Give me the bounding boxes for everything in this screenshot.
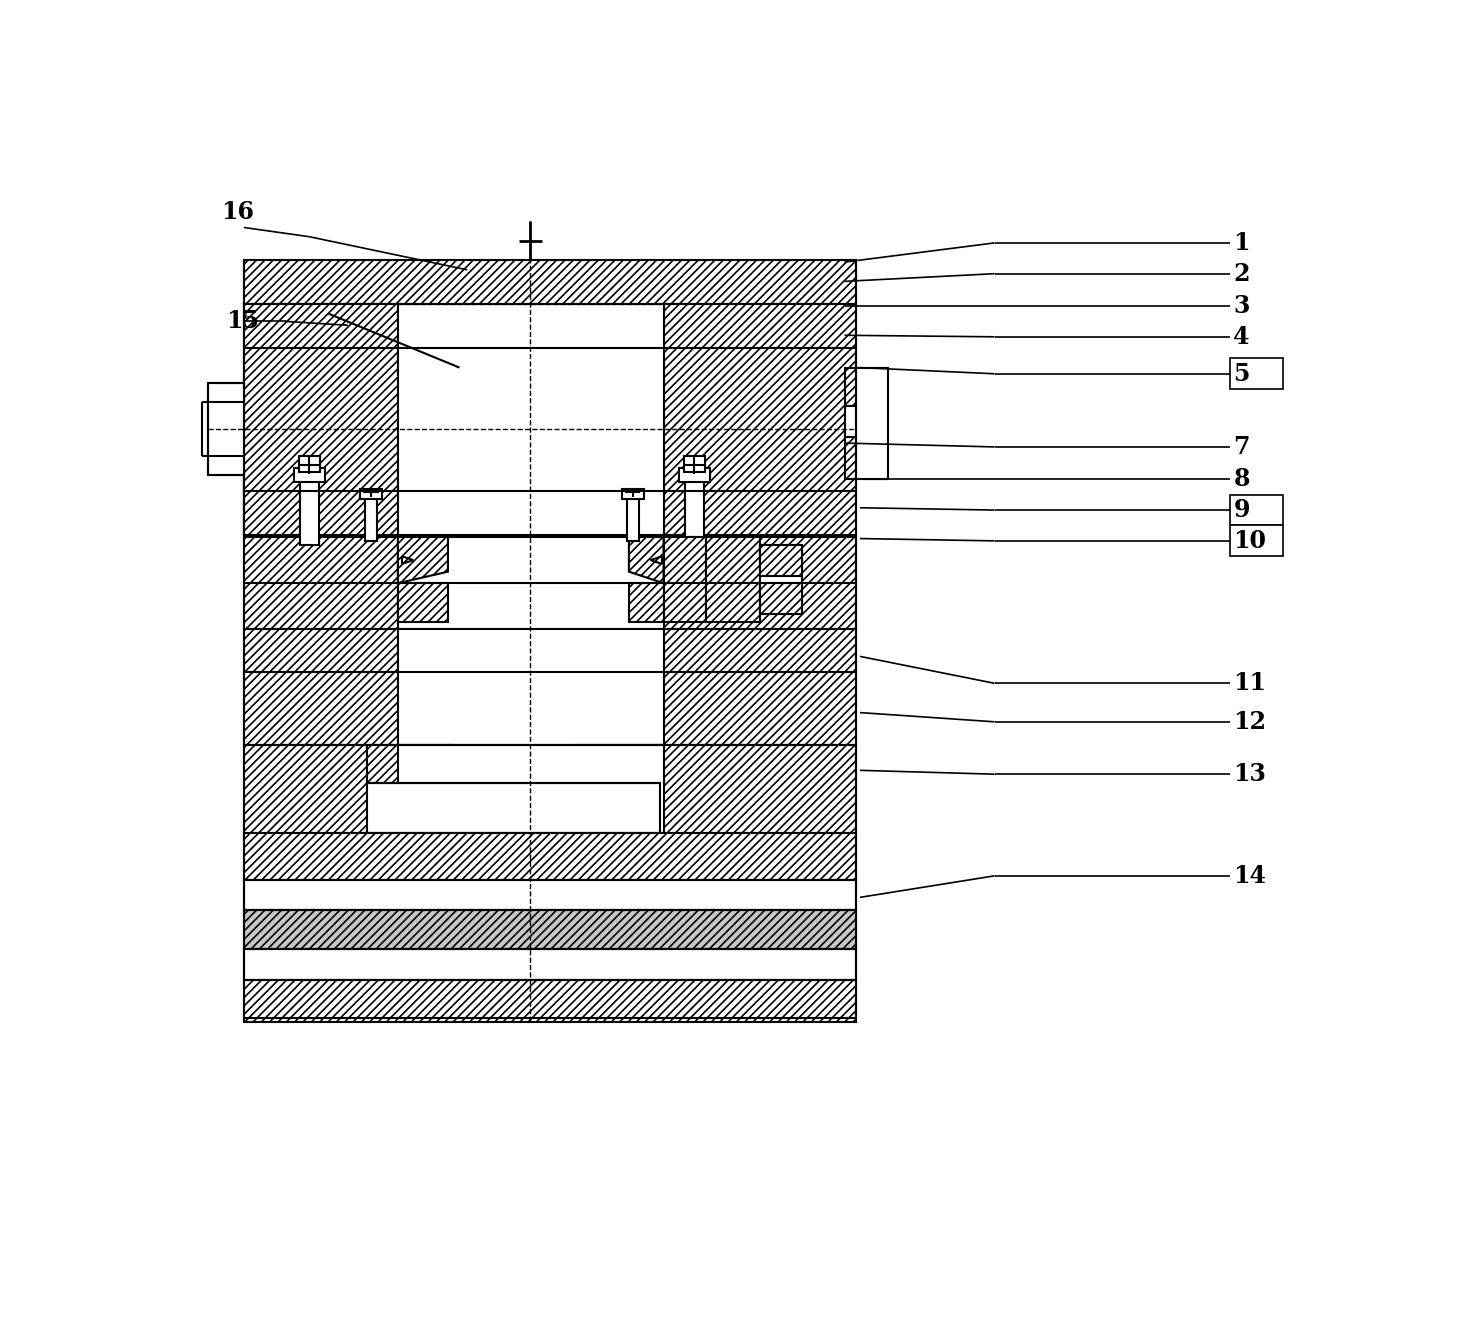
Bar [575,745,660,784]
Bar [244,949,856,980]
Bar [1229,358,1283,389]
Bar [399,583,448,622]
Bar [244,630,399,745]
Polygon shape [629,536,663,583]
Bar [685,536,704,599]
Bar [677,546,711,575]
Bar [244,260,856,305]
Bar [622,490,644,499]
Bar [663,305,856,535]
Bar [844,437,886,479]
Bar [856,367,888,479]
Bar [663,536,856,630]
Text: 5: 5 [1234,362,1250,386]
Text: 12: 12 [1234,709,1266,733]
Bar [244,435,399,535]
Bar [1229,495,1283,526]
Bar [844,367,886,406]
Bar [293,467,324,482]
Bar [361,490,381,499]
Bar [244,880,856,910]
Text: 8: 8 [1234,467,1250,491]
Bar [244,435,399,535]
Text: 7: 7 [1234,435,1250,459]
Bar [629,583,663,622]
Bar [683,457,705,471]
Bar [685,475,704,544]
Bar [705,536,759,622]
Bar [299,457,320,471]
Bar [244,305,399,535]
Bar [679,467,710,482]
Bar [301,475,318,544]
Text: 3: 3 [1234,294,1250,318]
Text: 2: 2 [1234,262,1250,286]
Bar [399,745,663,833]
Text: 16: 16 [220,200,254,224]
Text: 14: 14 [1234,864,1266,888]
Text: 4: 4 [1234,325,1250,349]
Bar [244,833,856,880]
Bar [399,305,663,535]
Text: 1: 1 [1234,230,1250,254]
Text: 15: 15 [226,309,258,334]
Bar [244,980,856,1022]
Bar [365,495,377,540]
Bar [660,745,856,833]
Polygon shape [399,536,448,583]
Bar [663,536,705,622]
Bar [759,583,802,614]
Bar [759,544,802,575]
Bar [244,536,399,630]
Bar [399,630,663,745]
Bar [244,305,399,435]
Bar [207,383,244,475]
Bar [366,745,451,784]
Bar [626,495,639,540]
Bar [663,630,856,745]
Text: 10: 10 [1234,528,1266,552]
Bar [399,536,663,630]
Text: 11: 11 [1234,671,1266,695]
Bar [244,910,856,949]
Bar [759,544,802,614]
Bar [844,406,886,437]
Bar [1229,526,1283,556]
Text: 13: 13 [1234,763,1266,787]
Bar [366,784,660,833]
Bar [244,745,366,833]
Text: 9: 9 [1234,498,1250,522]
